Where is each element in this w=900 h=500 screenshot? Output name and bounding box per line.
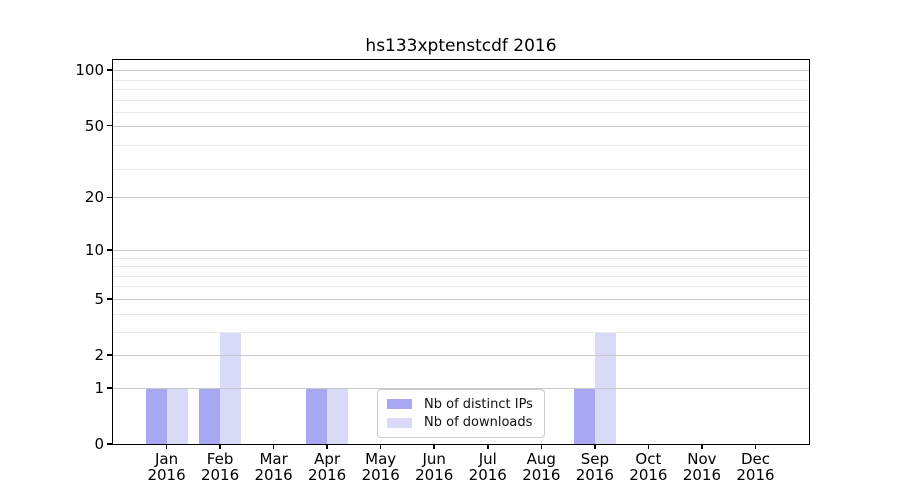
gridline-minor	[113, 331, 809, 333]
x-tick-year: 2016	[522, 466, 561, 484]
y-axis-tick-label: 2	[94, 346, 104, 365]
x-axis-tick	[379, 444, 382, 449]
gridline-major	[113, 387, 809, 389]
x-tick-year: 2016	[361, 466, 400, 484]
y-axis-tick	[107, 196, 112, 199]
x-axis-tick-label: Sep 2016	[563, 451, 627, 483]
x-axis-tick	[487, 444, 489, 449]
x-axis-tick-label: Jun 2016	[402, 451, 466, 483]
x-axis-tick-label: Mar 2016	[242, 451, 306, 483]
legend: Nb of distinct IPs Nb of downloads	[377, 389, 545, 438]
x-tick-month: Nov	[687, 450, 717, 468]
x-axis-tick	[754, 444, 757, 449]
x-axis-tick	[433, 444, 435, 449]
gridline-major	[113, 70, 809, 72]
y-axis-tick	[107, 298, 112, 300]
x-tick-month: Jun	[422, 450, 446, 468]
x-axis-tick	[701, 444, 703, 449]
chart-title: hs133xptenstcdf 2016	[365, 36, 557, 56]
y-axis-tick	[107, 249, 112, 251]
bar-downloads	[166, 387, 188, 444]
plot-area	[112, 59, 810, 445]
gridline-minor	[113, 89, 809, 91]
x-axis-tick	[272, 444, 275, 449]
bar-distinct-ips	[199, 387, 221, 444]
bar-downloads	[327, 387, 349, 444]
gridline-minor	[113, 275, 809, 277]
gridline-minor	[113, 145, 809, 147]
y-axis-tick-label: 5	[94, 289, 104, 308]
y-axis-tick-label: 50	[84, 116, 104, 135]
x-tick-month: Mar	[259, 450, 288, 468]
gridline-minor	[113, 257, 809, 259]
x-tick-month: Apr	[314, 450, 341, 468]
bar-distinct-ips	[145, 387, 167, 444]
gridline-major	[113, 197, 809, 199]
gridline-major	[113, 355, 809, 357]
gridline-minor	[113, 99, 809, 101]
gridline-major	[113, 298, 809, 300]
gridline-major	[113, 249, 809, 251]
bar-distinct-ips	[306, 387, 328, 444]
x-tick-year: 2016	[147, 466, 186, 484]
y-axis-tick-label: 0	[94, 435, 104, 453]
legend-swatch-downloads-icon	[387, 417, 412, 428]
legend-label-downloads: Nb of downloads	[424, 415, 533, 431]
x-tick-year: 2016	[308, 466, 347, 484]
y-axis-tick	[107, 354, 112, 356]
x-tick-month: Sep	[580, 450, 609, 468]
legend-item-distinct-ips: Nb of distinct IPs	[387, 395, 534, 413]
y-axis-tick-label: 20	[84, 188, 104, 207]
x-tick-month: Dec	[740, 450, 770, 468]
y-axis-tick	[107, 69, 112, 71]
x-axis-tick-label: Oct 2016	[616, 451, 680, 483]
y-axis-tick	[107, 387, 112, 389]
x-tick-year: 2016	[682, 466, 722, 484]
x-axis-tick-label: Aug 2016	[509, 451, 573, 483]
x-tick-month: Feb	[206, 450, 234, 468]
x-tick-year: 2016	[200, 466, 240, 484]
x-tick-month: Aug	[526, 450, 556, 468]
gridline-minor	[113, 168, 809, 170]
x-axis-tick	[165, 444, 168, 449]
x-tick-year: 2016	[468, 466, 507, 484]
x-tick-month: May	[365, 450, 397, 468]
x-axis-tick	[647, 444, 650, 449]
y-axis-tick-label: 1	[94, 378, 104, 397]
x-tick-month: Oct	[635, 450, 662, 468]
x-axis-tick-label: Apr 2016	[295, 451, 359, 483]
x-axis-tick-label: Nov 2016	[670, 451, 734, 483]
gridline-minor	[113, 266, 809, 268]
x-axis-tick-label: Jul 2016	[456, 451, 520, 483]
gridline-minor	[113, 313, 809, 315]
y-axis-tick-label: 10	[84, 240, 104, 259]
x-axis-tick	[219, 444, 221, 449]
gridline-minor	[113, 112, 809, 114]
gridline-major	[113, 125, 809, 127]
x-axis-tick-label: Jan 2016	[135, 451, 199, 483]
legend-swatch-distinct-ips-icon	[387, 399, 412, 410]
x-axis-tick-label: Dec 2016	[723, 451, 787, 483]
x-tick-month: Jul	[478, 450, 497, 468]
y-axis-tick	[107, 443, 112, 445]
x-tick-year: 2016	[254, 466, 293, 484]
y-axis-tick	[107, 124, 112, 127]
y-axis-tick-label: 100	[75, 61, 104, 80]
x-axis-tick	[594, 444, 596, 449]
x-axis-tick	[540, 444, 543, 449]
x-tick-month: Jan	[154, 450, 179, 468]
bar-distinct-ips	[573, 387, 595, 444]
x-axis-tick-label: Feb 2016	[188, 451, 252, 483]
legend-item-downloads: Nb of downloads	[387, 414, 534, 432]
x-tick-year: 2016	[415, 466, 454, 484]
gridline-minor	[113, 79, 809, 81]
gridline-minor	[113, 286, 809, 288]
x-axis-tick	[326, 444, 328, 449]
x-tick-year: 2016	[629, 466, 668, 484]
x-tick-year: 2016	[736, 466, 775, 484]
legend-label-distinct-ips: Nb of distinct IPs	[424, 396, 533, 412]
x-tick-year: 2016	[575, 466, 614, 484]
x-axis-tick-label: May 2016	[349, 451, 413, 483]
